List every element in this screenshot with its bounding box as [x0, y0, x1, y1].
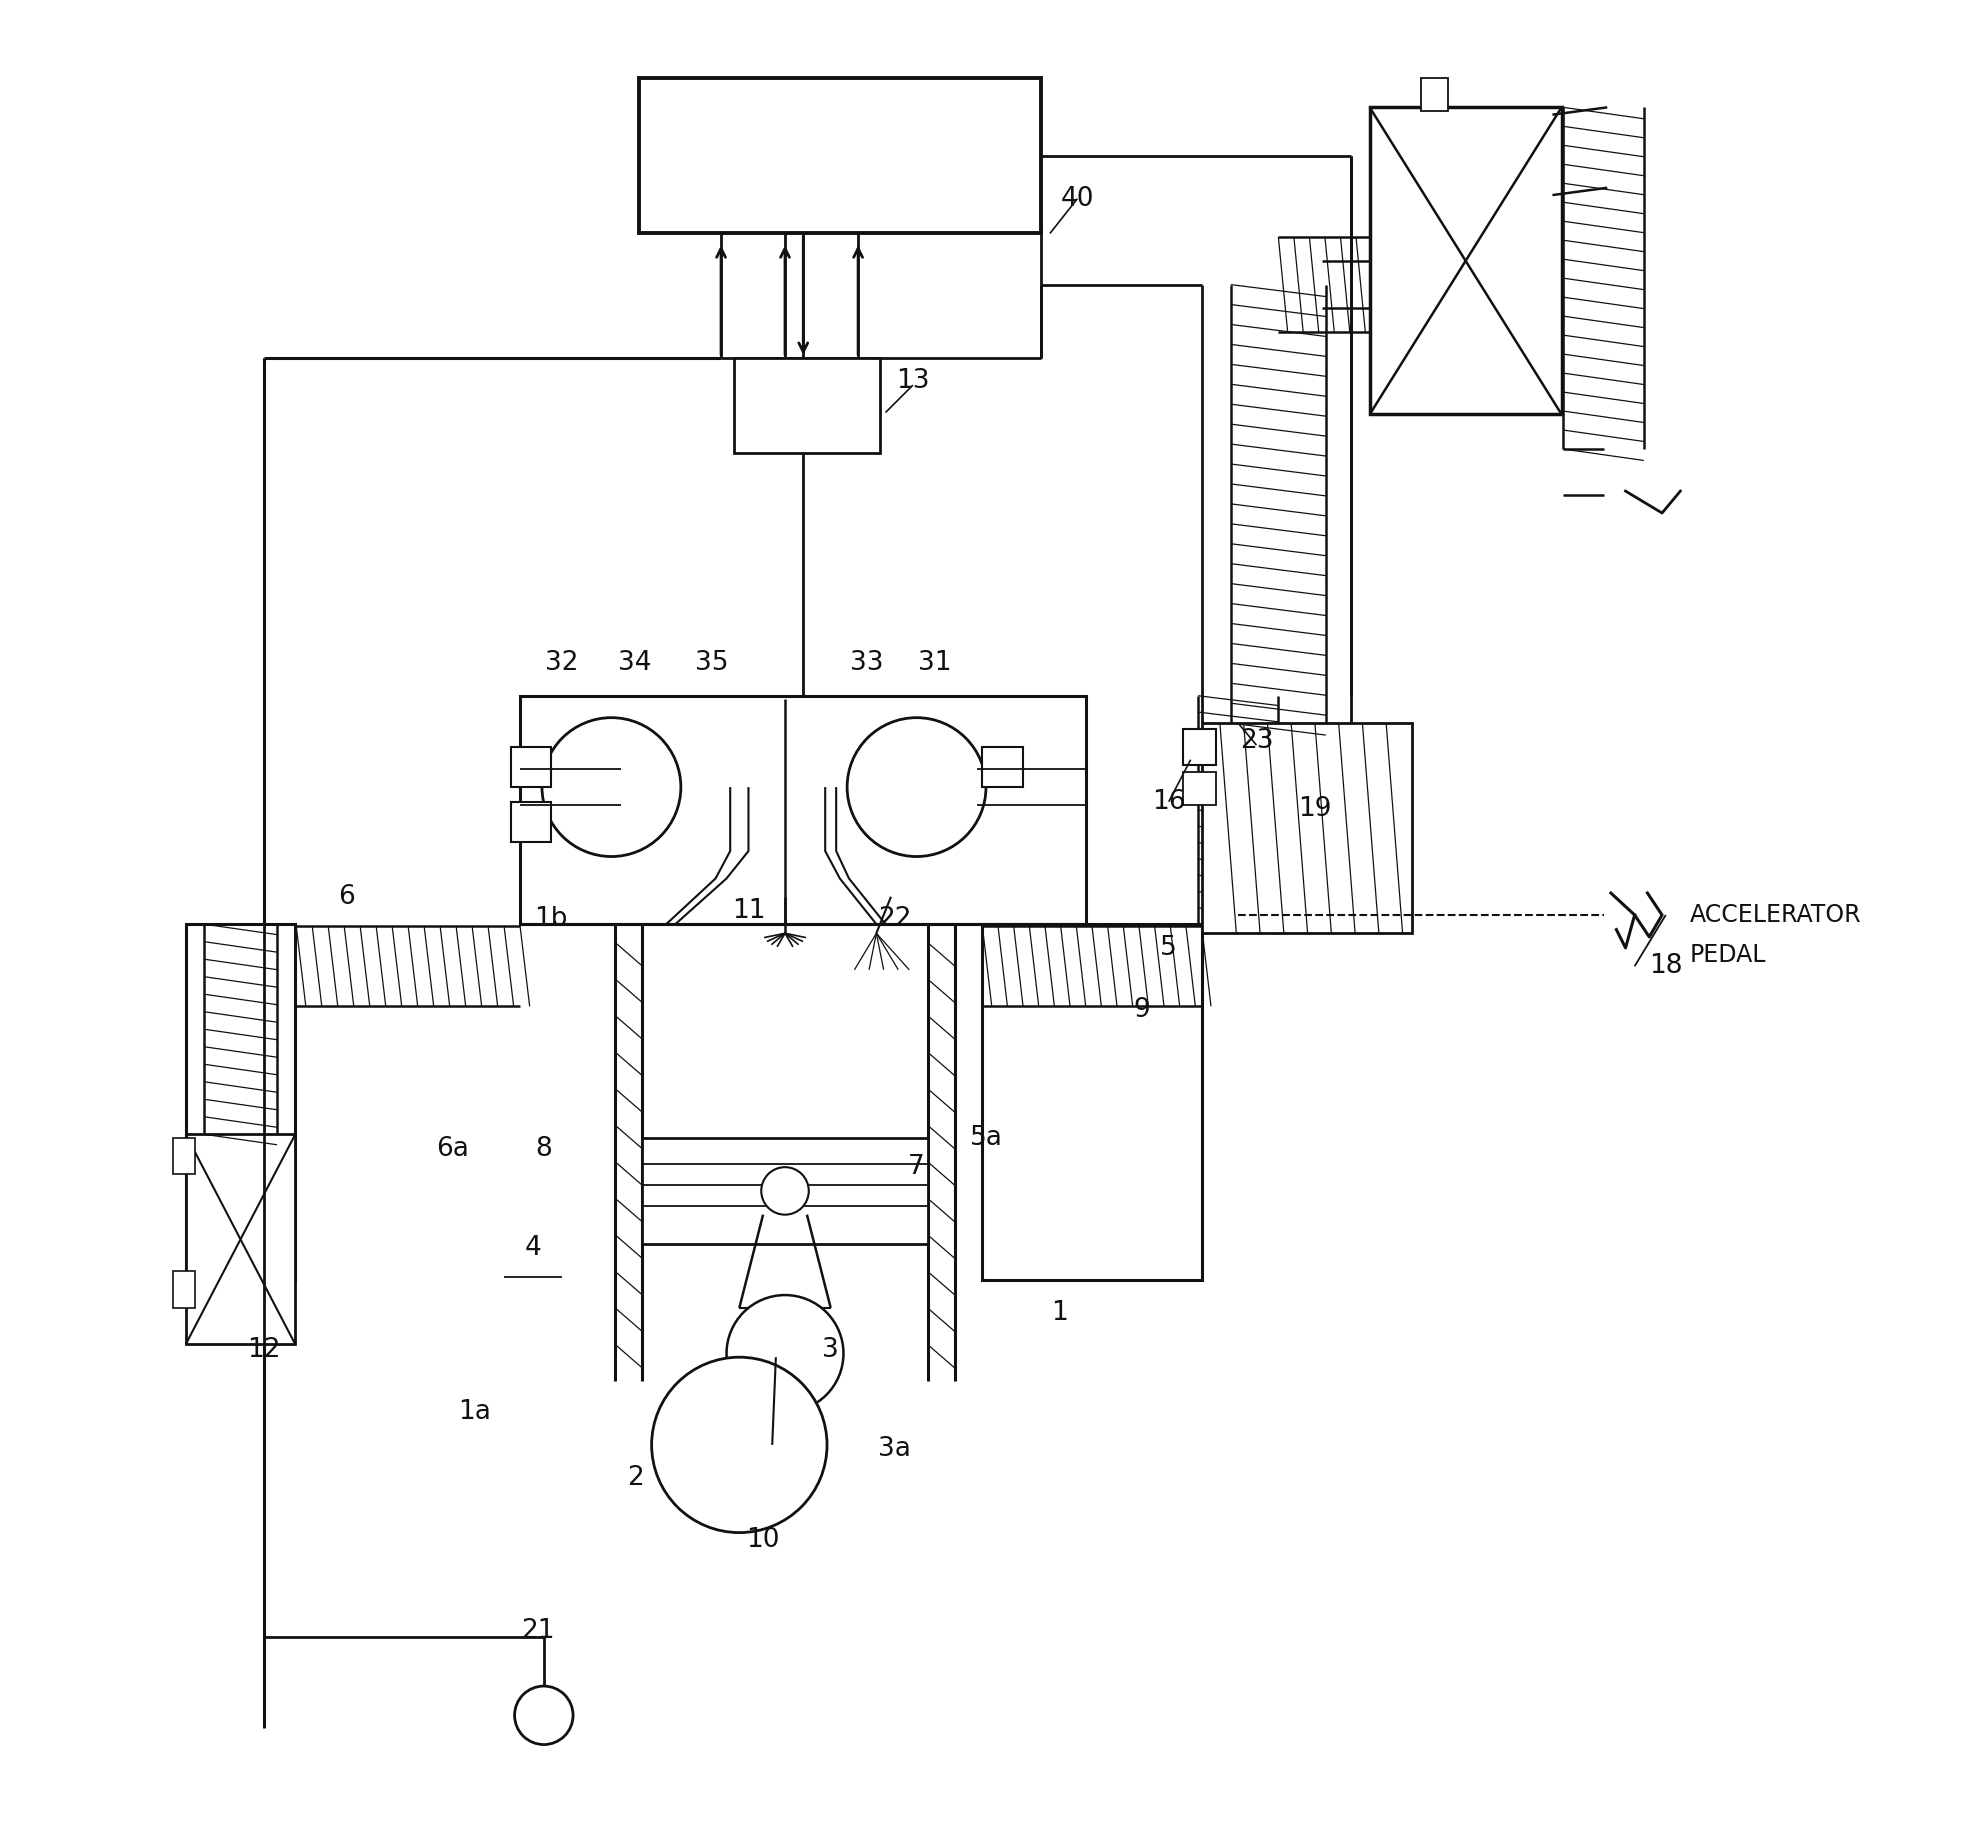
- Text: 11: 11: [732, 899, 765, 924]
- Text: 22: 22: [878, 906, 911, 931]
- Text: 19: 19: [1298, 796, 1331, 822]
- Bar: [174, 1138, 195, 1175]
- Circle shape: [515, 1685, 574, 1744]
- Bar: [521, 695, 1087, 924]
- Bar: [174, 1272, 195, 1308]
- Text: 1b: 1b: [534, 906, 568, 931]
- Text: 32: 32: [546, 650, 580, 675]
- Text: 3a: 3a: [878, 1435, 911, 1462]
- Circle shape: [726, 1296, 844, 1413]
- Bar: [1183, 728, 1217, 765]
- Text: 18: 18: [1649, 953, 1682, 979]
- Circle shape: [651, 1358, 826, 1532]
- Bar: [982, 924, 1201, 1281]
- Text: 23: 23: [1240, 728, 1274, 754]
- Text: PEDAL: PEDAL: [1690, 942, 1767, 968]
- Text: 13: 13: [895, 368, 929, 395]
- Text: 4: 4: [525, 1235, 540, 1261]
- Bar: [1422, 79, 1447, 112]
- Text: 40: 40: [1061, 185, 1094, 212]
- Text: 9: 9: [1134, 997, 1150, 1023]
- Text: 5: 5: [1160, 935, 1177, 961]
- Bar: [643, 1138, 927, 1244]
- Text: 5a: 5a: [970, 1125, 1002, 1151]
- Text: 33: 33: [850, 650, 883, 675]
- Text: 10: 10: [745, 1526, 779, 1554]
- Text: 1a: 1a: [458, 1398, 491, 1426]
- Text: 16: 16: [1152, 789, 1185, 814]
- Circle shape: [848, 717, 986, 856]
- Bar: [1371, 108, 1562, 414]
- Text: 6: 6: [337, 884, 355, 910]
- Text: 6a: 6a: [436, 1136, 469, 1162]
- Bar: [185, 924, 296, 1281]
- Bar: [639, 79, 1041, 234]
- Bar: [1183, 772, 1217, 805]
- Text: 12: 12: [248, 1338, 280, 1363]
- Text: ACCELERATOR: ACCELERATOR: [1690, 902, 1862, 928]
- Bar: [1201, 723, 1412, 933]
- Text: 35: 35: [696, 650, 730, 675]
- Bar: [511, 802, 550, 842]
- Bar: [734, 357, 880, 452]
- Text: 1: 1: [1051, 1301, 1067, 1327]
- Bar: [185, 1135, 296, 1345]
- Text: 34: 34: [619, 650, 653, 675]
- Text: 31: 31: [919, 650, 952, 675]
- Text: 8: 8: [536, 1136, 552, 1162]
- Text: 3: 3: [822, 1338, 838, 1363]
- Text: 2: 2: [627, 1464, 643, 1491]
- Text: 7: 7: [909, 1155, 925, 1180]
- Text: 21: 21: [521, 1618, 554, 1645]
- Circle shape: [542, 717, 680, 856]
- Circle shape: [761, 1168, 809, 1215]
- Bar: [982, 747, 1023, 787]
- Bar: [511, 747, 550, 787]
